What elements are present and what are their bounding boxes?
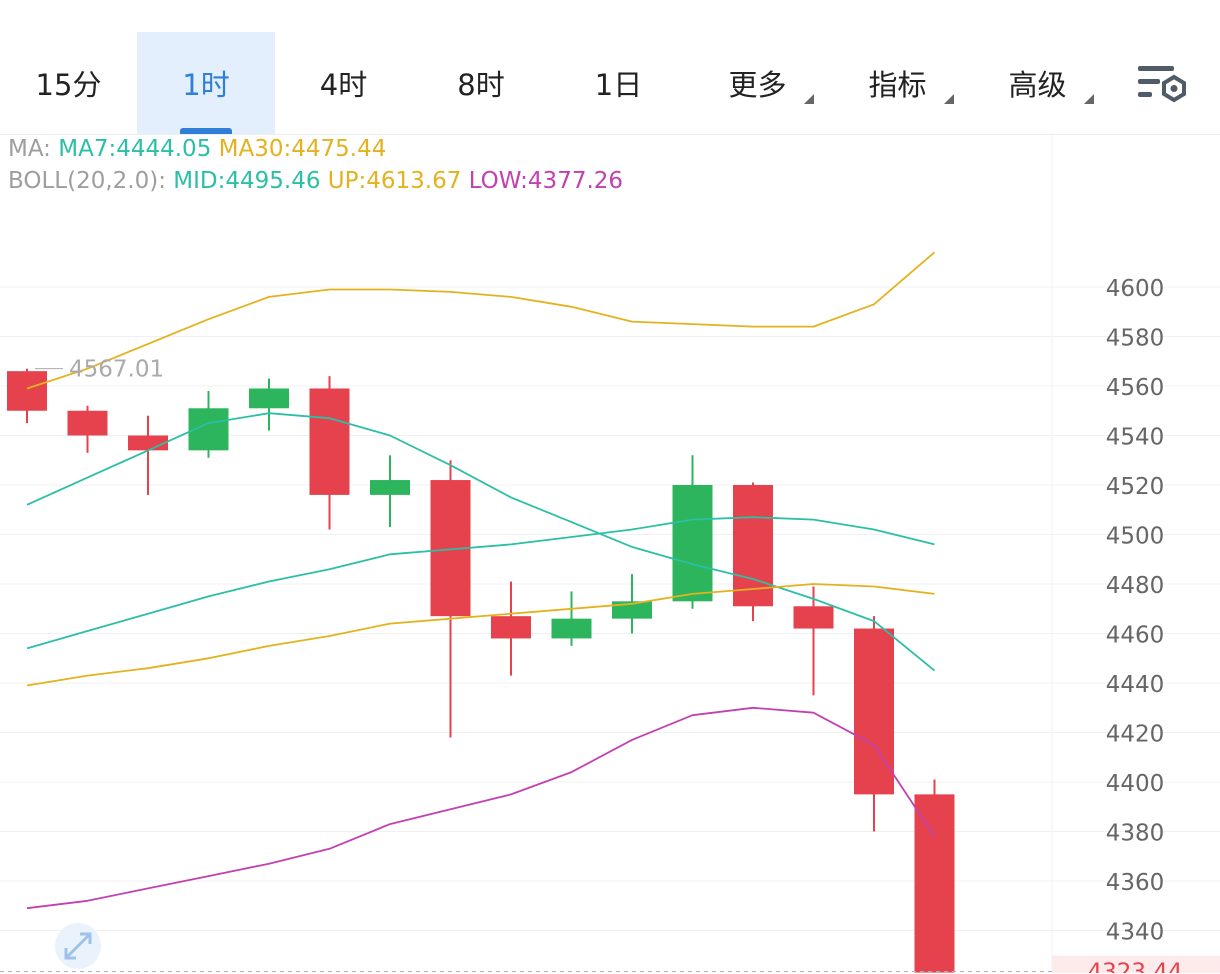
candle-body-down [7,371,47,411]
boll-up-value: UP:4613.67 [327,168,462,194]
candle-body-down [309,388,350,495]
y-tick-label: 4380 [1106,821,1165,847]
last-price-label: 4323.44 [1087,959,1182,973]
expand-chart-button[interactable] [52,922,104,970]
expand-arrows-icon [55,923,101,969]
boll-legend-label: BOLL(20,2.0): [8,168,166,194]
tab-15m[interactable]: 15分 [0,32,137,134]
y-tick-label: 4360 [1106,870,1165,896]
tab-label: 1日 [594,68,643,102]
tab-more[interactable]: 更多 [695,32,820,134]
y-tick-label: 4340 [1106,920,1165,946]
series-line-up [26,251,936,390]
y-tick-label: 4540 [1106,425,1165,451]
timeframe-tab-bar: 15分 1时 4时 8时 1日 更多 指标 高级 [0,0,1220,135]
candle-body-up [249,388,289,409]
chart-settings-icon [1138,66,1186,103]
y-tick-label: 4420 [1106,722,1165,748]
ma30-value: MA30:4475.44 [218,136,387,162]
y-tick-label: 4600 [1106,276,1165,302]
tab-label: 高级 [1008,68,1067,102]
tab-label: 更多 [728,68,787,102]
y-tick-label: 4400 [1106,771,1165,797]
series-line-low [26,706,936,910]
tab-label: 15分 [35,68,102,102]
candle-body-up [370,480,410,495]
candle-body-down [491,616,531,639]
active-tab-indicator [180,128,232,134]
tab-advanced[interactable]: 高级 [975,32,1100,134]
tab-8h[interactable]: 8时 [412,32,550,134]
ma7-value: MA7:4444.05 [58,136,212,162]
candle-body-up [612,601,652,619]
candle-body-up [672,485,713,602]
y-tick-label: 4560 [1106,375,1165,401]
dropdown-corner-icon [1084,94,1094,104]
series-line-ma30 [26,583,935,687]
dropdown-corner-icon [804,94,814,104]
ma-legend: MA: MA7:4444.05 MA30:4475.44 [8,136,386,162]
y-tick-label: 4440 [1106,672,1165,698]
y-tick-label: 4580 [1106,326,1165,352]
last-price-tag [1052,955,1220,973]
tab-4h[interactable]: 4时 [275,32,412,134]
y-tick-label: 4520 [1106,474,1165,500]
boll-legend: BOLL(20,2.0): MID:4495.46 UP:4613.67 LOW… [8,168,623,194]
tab-label: 1时 [182,68,230,102]
tab-1d[interactable]: 1日 [550,32,687,134]
candle-body-down [128,435,168,451]
candle-body-down [914,794,955,973]
boll-mid-value: MID:4495.46 [173,168,321,194]
chart-settings-button[interactable] [1130,58,1192,108]
tab-label: 8时 [457,68,505,102]
candle-body-down [793,606,834,629]
candle-body-up [551,618,592,639]
y-tick-label: 4500 [1106,524,1165,550]
dropdown-corner-icon [944,94,954,104]
candle-body-down [854,628,894,795]
tab-indicators[interactable]: 指标 [835,32,960,134]
series-line-mid [26,516,935,650]
high-price-label: 4567.01 [69,357,164,383]
ma-legend-label: MA: [8,136,51,162]
y-tick-label: 4480 [1106,573,1165,599]
y-tick-label: 4460 [1106,623,1165,649]
boll-low-value: LOW:4377.26 [468,168,624,194]
tab-1h[interactable]: 1时 [137,32,275,134]
tab-label: 指标 [868,68,927,102]
tab-label: 4时 [319,68,368,102]
candle-body-down [67,410,108,436]
candle-body-down [733,485,773,607]
series-line-ma7 [26,412,936,672]
